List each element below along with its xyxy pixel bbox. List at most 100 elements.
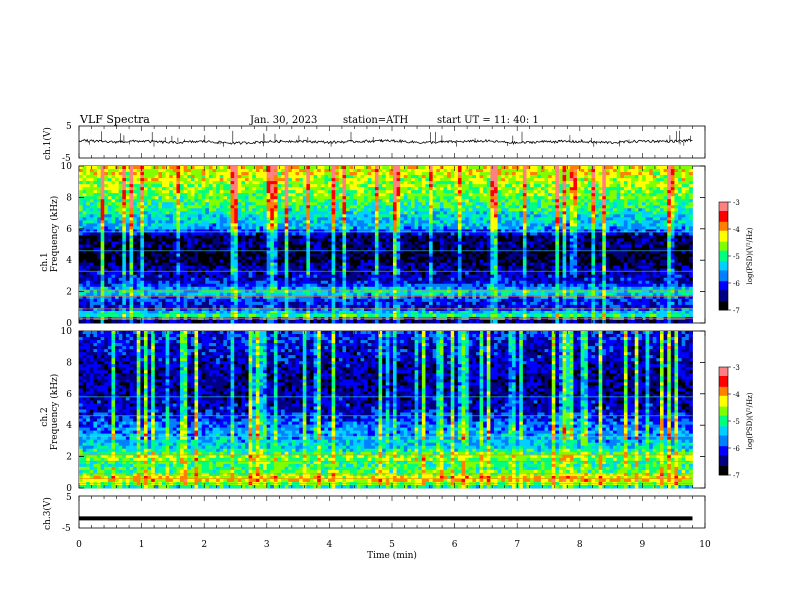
spectrogram-cell (238, 181, 242, 184)
spectrogram-cell (209, 245, 213, 248)
spectrogram-cell (548, 208, 552, 211)
spectrogram-cell (526, 217, 530, 220)
spectrogram-cell (371, 208, 375, 211)
spectrogram-cell (660, 220, 664, 223)
spectrogram-cell (418, 208, 422, 211)
spectrogram-cell (346, 223, 350, 226)
spectrogram-cell (523, 172, 527, 175)
spectrogram-cell (512, 187, 516, 190)
spectrogram-cell (483, 241, 487, 244)
spectrogram-cell (462, 220, 466, 223)
spectrogram-cell (682, 193, 686, 196)
spectrogram-cell (267, 214, 271, 217)
spectrogram-cell (368, 166, 372, 169)
spectrogram-cell (126, 226, 130, 229)
spectrogram-cell (480, 187, 484, 190)
spectrogram-cell (148, 196, 152, 199)
spectrogram-cell (259, 178, 263, 181)
spectrogram-cell (101, 208, 105, 211)
spectrogram-cell (624, 248, 628, 251)
spectrogram-cell (263, 223, 267, 226)
spectrogram-cell (685, 193, 689, 196)
spectrogram-cell (609, 211, 613, 214)
spectrogram-cell (418, 166, 422, 169)
spectrogram-cell (350, 229, 354, 232)
spectrogram-cell (483, 232, 487, 235)
spectrogram-cell (220, 208, 224, 211)
spectrogram-cell (249, 202, 253, 205)
spectrogram-cell (140, 235, 144, 238)
spectrogram-cell (155, 166, 159, 169)
spectrogram-cell (545, 226, 549, 229)
spectrogram-cell (631, 217, 635, 220)
spectrogram-cell (678, 202, 682, 205)
spectrogram-cell (581, 232, 585, 235)
spectrogram-cell (375, 245, 379, 248)
spectrogram-cell (566, 238, 570, 241)
spectrogram-cell (487, 238, 491, 241)
spectrogram-cell (674, 190, 678, 193)
spectrogram-cell (364, 175, 368, 178)
spectrogram-cell (635, 172, 639, 175)
spectrogram-cell (270, 178, 274, 181)
spectrogram-cell (306, 217, 310, 220)
spectrogram-cell (379, 187, 383, 190)
spectrogram-cell (674, 184, 678, 187)
spectrogram-cell (360, 187, 364, 190)
spectrogram-cell (292, 199, 296, 202)
spectrogram-cell (555, 187, 559, 190)
spectrogram-cell (310, 175, 314, 178)
spectrogram-cell (671, 187, 675, 190)
spectrogram-cell (317, 178, 321, 181)
spectrogram-cell (552, 223, 556, 226)
spectrogram-cell (646, 220, 650, 223)
spectrogram-cell (451, 211, 455, 214)
spectrogram-cell (292, 229, 296, 232)
spectrogram-cell (191, 245, 195, 248)
spectrogram-cell (328, 223, 332, 226)
spectrogram-cell (227, 187, 231, 190)
spectrogram-cell (223, 166, 227, 169)
spectrogram-cell (541, 169, 545, 172)
spectrogram-cell (552, 175, 556, 178)
spectrogram-cell (534, 214, 538, 217)
spectrogram-cell (638, 232, 642, 235)
spectrogram-cell (216, 196, 220, 199)
spectrogram-cell (545, 199, 549, 202)
spectrogram-cell (588, 199, 592, 202)
spectrogram-cell (108, 235, 112, 238)
spectrogram-cell (119, 190, 123, 193)
spectrogram-cell (418, 245, 422, 248)
spectrogram-cell (667, 178, 671, 181)
spectrogram-cell (350, 199, 354, 202)
spectrogram-cell (194, 248, 198, 251)
spectrogram-cell (534, 169, 538, 172)
spectrogram-cell (166, 217, 170, 220)
spectrogram-cell (155, 226, 159, 229)
spectrogram-cell (433, 241, 437, 244)
spectrogram-cell (689, 199, 693, 202)
spectrogram-cell (119, 172, 123, 175)
spectrogram-cell (256, 214, 260, 217)
spectrogram-cell (397, 214, 401, 217)
spectrogram-cell (263, 238, 267, 241)
spectrogram-cell (613, 181, 617, 184)
spectrogram-cell (545, 169, 549, 172)
spectrogram-cell (166, 229, 170, 232)
spectrogram-cell (443, 226, 447, 229)
spectrogram-cell (277, 190, 281, 193)
spectrogram-cell (227, 220, 231, 223)
spectrogram-cell (660, 248, 664, 251)
spectrogram-cell (462, 214, 466, 217)
spectrogram-cell (573, 232, 577, 235)
spectrogram-cell (487, 229, 491, 232)
spectrogram-cell (678, 214, 682, 217)
spectrogram-cell (368, 229, 372, 232)
spectrogram-cell (498, 229, 502, 232)
spectrogram-cell (223, 229, 227, 232)
spectrogram-cell (241, 187, 245, 190)
spectrogram-cell (440, 226, 444, 229)
spectrogram-cell (581, 238, 585, 241)
spectrogram-cell (119, 232, 123, 235)
spectrogram-cell (429, 248, 433, 251)
